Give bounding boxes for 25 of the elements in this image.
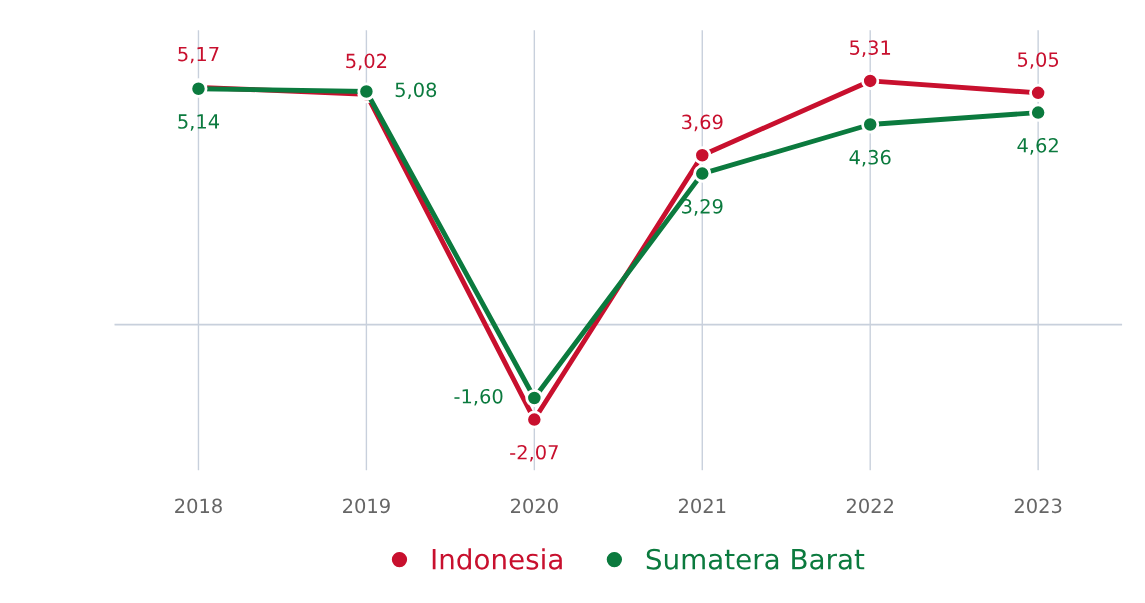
point	[861, 115, 880, 134]
data-label: -2,07	[510, 444, 558, 462]
point	[693, 164, 712, 183]
data-label: 5,31	[850, 40, 891, 57]
x-tick-label: 2023	[1014, 498, 1062, 514]
data-label: 5,17	[178, 46, 219, 64]
x-tick-label: 2020	[511, 498, 558, 514]
data-label: 3,69	[682, 114, 723, 132]
point	[861, 71, 880, 90]
data-label: 5,14	[178, 114, 220, 131]
data-label: 5,05	[1017, 52, 1059, 69]
x-tick-label: 2021	[678, 498, 726, 514]
data-label: 5,08	[395, 82, 437, 100]
x-tick-label: 2022	[846, 498, 893, 514]
data-label: 4,36	[849, 149, 891, 167]
data-label: 4,62	[1017, 137, 1058, 155]
data-label: 5,02	[346, 53, 387, 71]
point	[525, 388, 544, 408]
legend-label: Sumatera Barat	[646, 548, 865, 570]
data-label: -1,60	[454, 388, 503, 406]
x-tick-label: 2018	[175, 498, 222, 514]
x-tick-label: 2019	[343, 498, 390, 514]
point	[693, 146, 712, 165]
legend-label: Indonesia	[432, 548, 562, 570]
data-label: 3,29	[682, 198, 723, 216]
